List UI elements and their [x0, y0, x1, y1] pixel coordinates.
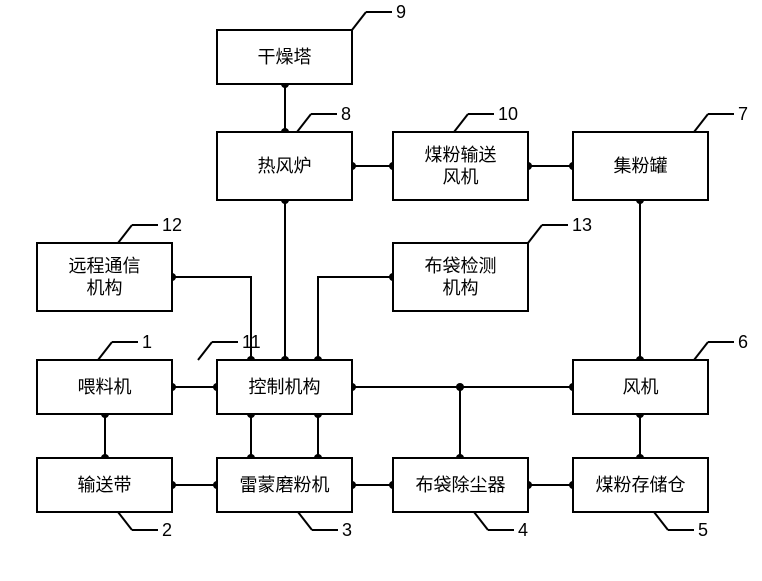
diagram-canvas: 干燥塔热风炉煤粉输送风机集粉罐远程通信机构布袋检测机构喂料机控制机构风机输送带雷…	[0, 0, 762, 581]
svg-text:煤粉输送: 煤粉输送	[425, 145, 497, 165]
node-n13: 布袋检测机构	[393, 243, 528, 311]
svg-text:10: 10	[498, 104, 518, 124]
svg-text:风机: 风机	[623, 377, 659, 397]
node-n5: 煤粉存储仓	[573, 458, 708, 512]
svg-text:风机: 风机	[443, 167, 479, 187]
node-n12: 远程通信机构	[37, 243, 172, 311]
svg-text:布袋除尘器: 布袋除尘器	[416, 475, 506, 495]
node-n8: 热风炉	[217, 132, 352, 200]
svg-text:集粉罐: 集粉罐	[614, 156, 668, 176]
svg-text:2: 2	[162, 520, 172, 540]
svg-text:11: 11	[242, 332, 261, 352]
svg-text:控制机构: 控制机构	[249, 377, 321, 397]
svg-text:3: 3	[342, 520, 352, 540]
node-n2: 输送带	[37, 458, 172, 512]
node-n4: 布袋除尘器	[393, 458, 528, 512]
node-n10: 煤粉输送风机	[393, 132, 528, 200]
svg-text:机构: 机构	[87, 278, 123, 298]
node-n9: 干燥塔	[217, 30, 352, 84]
svg-text:1: 1	[142, 332, 152, 352]
svg-text:干燥塔: 干燥塔	[258, 47, 312, 67]
node-n11: 控制机构	[217, 360, 352, 414]
svg-text:雷蒙磨粉机: 雷蒙磨粉机	[240, 475, 330, 495]
svg-text:7: 7	[738, 104, 748, 124]
svg-text:煤粉存储仓: 煤粉存储仓	[596, 475, 686, 495]
node-n3: 雷蒙磨粉机	[217, 458, 352, 512]
node-n6: 风机	[573, 360, 708, 414]
svg-text:9: 9	[396, 2, 406, 22]
svg-text:布袋检测: 布袋检测	[425, 256, 497, 276]
svg-text:8: 8	[341, 104, 351, 124]
svg-text:4: 4	[518, 520, 528, 540]
svg-text:13: 13	[572, 215, 592, 235]
svg-text:热风炉: 热风炉	[258, 156, 312, 176]
svg-text:12: 12	[162, 215, 182, 235]
svg-text:喂料机: 喂料机	[78, 377, 132, 397]
svg-text:输送带: 输送带	[78, 475, 132, 495]
node-n1: 喂料机	[37, 360, 172, 414]
svg-text:机构: 机构	[443, 278, 479, 298]
node-n7: 集粉罐	[573, 132, 708, 200]
svg-text:6: 6	[738, 332, 748, 352]
svg-text:5: 5	[698, 520, 708, 540]
svg-text:远程通信: 远程通信	[69, 256, 141, 276]
